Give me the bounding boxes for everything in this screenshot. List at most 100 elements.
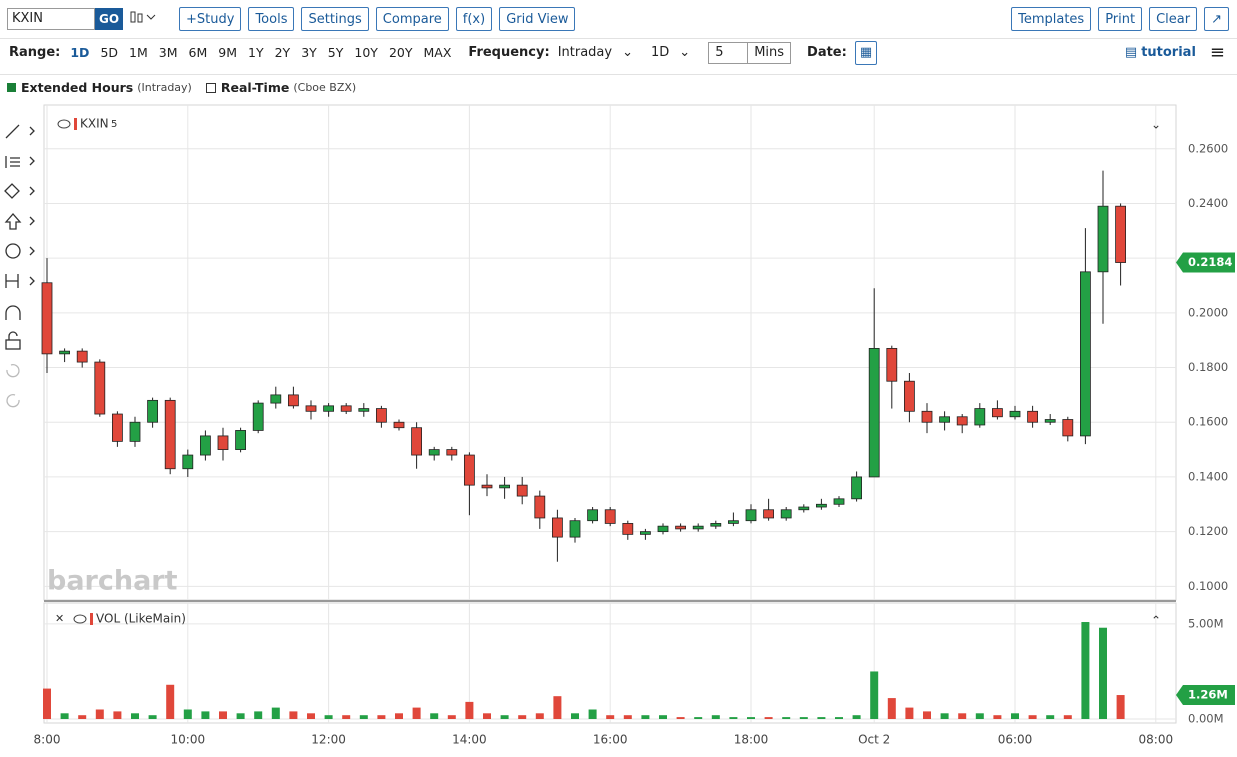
candle-body (76, 350, 88, 363)
candle-body (516, 484, 528, 497)
candle-body (1027, 410, 1038, 423)
candle-body (252, 402, 264, 431)
toolbar-button[interactable]: +Study (179, 7, 242, 31)
toolbar: KXIN GO +Study Tools Settings Compare f(x) Gr… (0, 6, 1237, 32)
range-option[interactable]: 9M (218, 45, 238, 60)
dropdown-icon[interactable]: ⌄ (622, 45, 633, 60)
fullscreen-button[interactable]: ↗ (1204, 7, 1229, 31)
candle-body (112, 413, 123, 442)
pane-header: KXIN 5 ⌄ (57, 117, 1161, 132)
range-option[interactable]: 3Y (301, 45, 317, 60)
range-option[interactable]: 20Y (388, 45, 413, 60)
candle-body (1115, 205, 1126, 263)
menu-icon[interactable]: ≡ (1209, 42, 1225, 63)
expand-arrow[interactable] (29, 156, 35, 166)
collapse-icon[interactable]: ⌄ (1151, 118, 1161, 132)
dropdown-icon[interactable]: ⌄ (679, 45, 691, 60)
volume-bar (993, 715, 1002, 720)
volume-bar (465, 701, 474, 720)
volume-bar (764, 717, 773, 720)
chart-type-icon[interactable] (129, 9, 179, 29)
line-tool[interactable] (5, 124, 20, 139)
close-icon[interactable]: ✕ (55, 612, 64, 625)
candle-body (798, 506, 810, 511)
volume-bar (571, 713, 579, 720)
eye-icon[interactable] (73, 614, 87, 624)
expand-arrow[interactable] (29, 126, 35, 136)
volume-bar (483, 713, 491, 720)
toolbar-button[interactable]: Grid View (499, 7, 576, 31)
arrow-tool[interactable] (4, 213, 22, 230)
toolbar-button[interactable]: Settings (301, 7, 369, 31)
volume-bar (166, 684, 175, 720)
candle-body (499, 484, 511, 489)
candle-body (287, 394, 299, 407)
frequency-select[interactable]: Intraday (557, 45, 613, 60)
checkbox[interactable] (205, 82, 216, 93)
checkbox-checked[interactable] (7, 83, 16, 92)
volume-bar (1063, 715, 1072, 720)
range-option[interactable]: 2Y (274, 45, 291, 60)
realtime-note: (Cboe BZX) (293, 81, 357, 94)
range-option[interactable]: MAX (423, 45, 452, 60)
range-option[interactable]: 1Y (248, 45, 264, 60)
fib-tool[interactable] (5, 156, 20, 168)
eye-icon[interactable] (57, 119, 71, 129)
range-option[interactable]: 5D (100, 45, 119, 60)
expand-arrow[interactable] (29, 216, 35, 226)
expand-arrow[interactable] (29, 276, 35, 286)
collapse-icon[interactable]: ⌃ (1151, 614, 1161, 628)
interval-input[interactable]: 5 (708, 41, 749, 64)
candle-body (692, 525, 704, 530)
text-tool[interactable] (5, 243, 21, 259)
candle-body (534, 495, 546, 519)
magnet-tool[interactable] (5, 305, 21, 320)
volume-bar (131, 713, 139, 720)
expand-arrow[interactable] (29, 246, 35, 256)
period-select[interactable]: 1D (651, 45, 670, 60)
range-option[interactable]: 6M (188, 45, 208, 60)
expand-arrow[interactable] (29, 186, 35, 196)
toolbar-button[interactable]: Tools (248, 7, 295, 31)
tutorial-link[interactable]: tutorial (1141, 45, 1196, 60)
undo[interactable] (6, 364, 20, 378)
range-options: 1D 5D 1M 3M 6M 9M 1Y 2Y 3Y 5Y 10Y 20Y MAX (70, 45, 462, 60)
volume-bar (518, 715, 527, 720)
range-option[interactable]: 1M (129, 45, 148, 60)
date-picker[interactable]: ▦ (854, 40, 878, 65)
toolbar-button[interactable]: Clear (1149, 7, 1198, 31)
shape-tool[interactable] (4, 183, 20, 199)
candle-body (393, 421, 405, 429)
volume-bar (219, 711, 227, 720)
volume-tick-label: 5.00M (1188, 616, 1224, 630)
go-button[interactable]: GO (95, 8, 123, 30)
redo[interactable] (6, 394, 20, 408)
candle-body (463, 454, 475, 486)
volume-bar (588, 709, 597, 720)
range-option[interactable]: 5Y (327, 45, 344, 60)
candle-body (816, 503, 827, 508)
candle-body (147, 399, 159, 423)
last-volume: 1.26M (1188, 688, 1228, 702)
volume-bar (817, 717, 826, 720)
x-tick-label: 14:00 (452, 733, 487, 747)
candle-body (358, 408, 370, 412)
symbol-input[interactable]: KXIN (7, 8, 95, 30)
range-option[interactable]: 1D (70, 45, 90, 60)
toolbar-button[interactable]: Compare (375, 7, 449, 31)
range-option[interactable]: 3M (158, 45, 178, 60)
volume-bar (43, 688, 51, 720)
volume-bar (183, 709, 192, 720)
candle-body (1080, 271, 1091, 437)
volume-bar (641, 715, 650, 720)
range-option[interactable]: 10Y (354, 45, 378, 60)
measure-tool[interactable] (5, 274, 19, 288)
toolbar-button[interactable]: f(x) (455, 7, 493, 31)
toolbar-button[interactable]: Print (1098, 7, 1143, 31)
toolbar-button[interactable]: Templates (1011, 7, 1092, 31)
lock-tool[interactable] (5, 339, 21, 350)
volume-bar (729, 717, 738, 720)
grid (44, 105, 1176, 723)
tutorial-icon: ▤ (1124, 45, 1138, 60)
volume-bar (289, 711, 298, 720)
